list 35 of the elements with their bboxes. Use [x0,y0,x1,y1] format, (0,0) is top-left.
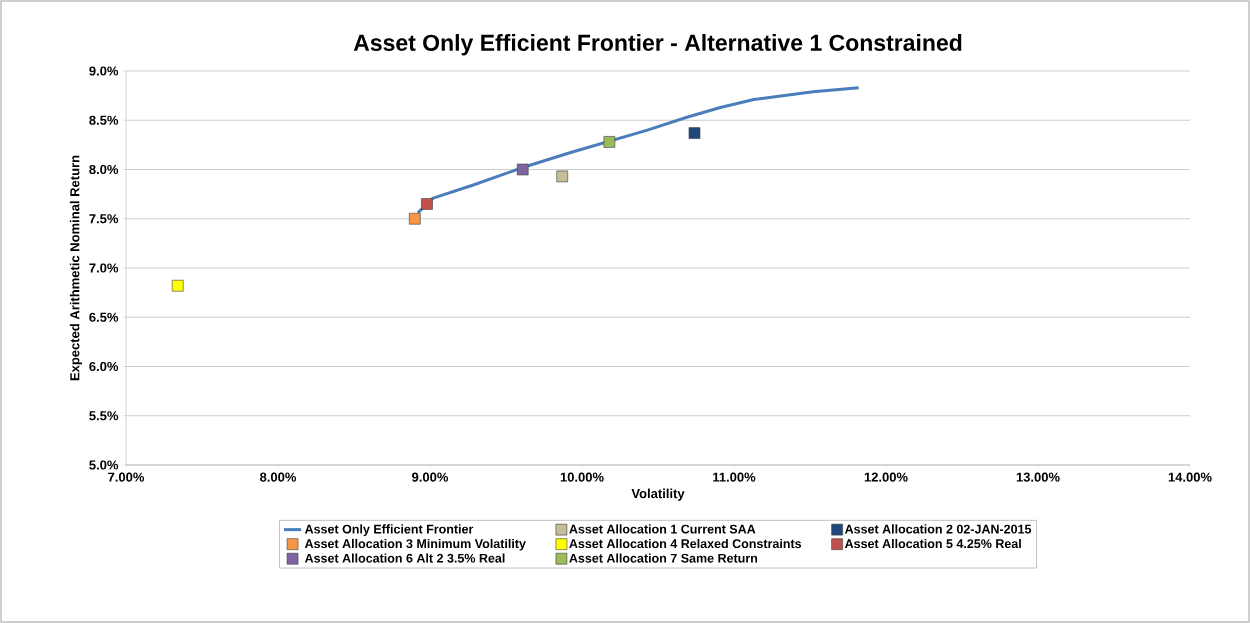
point [603,136,616,148]
y-tick-label: 6.5% [89,312,119,322]
point [688,127,701,139]
legend-label: Asset Only Efficient Frontier [304,524,474,536]
y-tick-label: 6.0% [89,361,119,372]
point [421,198,433,210]
y-tick-label: 8.5% [89,115,119,125]
x-tick-label: 9.00% [412,472,449,482]
point [516,163,529,176]
y-tick-label: 9.0% [89,66,119,76]
x-tick-label: 13.00% [1016,472,1060,482]
x-tick-label: 12.00% [864,472,908,482]
legend-label: Asset Allocation 4 Relaxed Constraints [569,538,802,549]
point [556,170,569,183]
y-tick-label: 5.5% [89,411,119,421]
legend-label: Asset Allocation 7 Same Return [569,553,758,563]
x-tick-label: 11.00% [713,472,756,482]
y-tick-label: 5.0% [89,460,119,470]
legend-label: Asset Allocation 2 02-JAN-2015 [844,524,1032,534]
point [171,279,184,292]
legend-label: Asset Allocation 5 4.25% Real [844,538,1021,549]
x-tick-label: 7.00% [108,472,145,482]
legend-label: Asset Allocation 6 Alt 2 3.5% Real [304,553,505,563]
x-tick-label: 14.00% [1168,472,1212,482]
y-tick-label: 7.0% [89,263,119,273]
y-tick-label: 8.0% [89,164,119,175]
point [409,212,421,225]
y-axis-title: Expected Arithmetic Nominal Return [69,155,82,381]
x-axis-title: Volatility [631,488,685,501]
legend-label: Asset Allocation 3 Minimum Volatility [304,538,526,551]
legend-label: Asset Allocation 1 Current SAA [569,524,756,534]
chart-title: Asset Only Efficient Frontier - Alternative 1 Constrained [353,34,962,56]
x-tick-label: 8.00% [259,472,297,482]
x-tick-label: 10.00% [560,472,604,482]
y-tick-label: 7.5% [89,214,119,224]
